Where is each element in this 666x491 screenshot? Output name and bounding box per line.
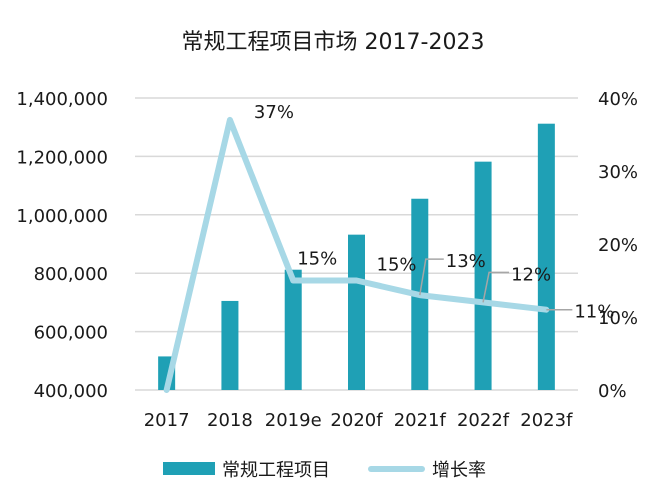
bar [537,123,555,391]
y-left-tick-label: 600,000 [34,323,108,344]
y-right-tick-label: 20% [598,235,638,256]
y-left-tick-label: 1,200,000 [16,147,108,168]
y-right-tick-label: 0% [598,381,627,402]
x-tick-label: 2021f [394,410,447,431]
data-label: 15% [377,255,417,276]
x-tick-label: 2020f [330,410,383,431]
x-tick-label: 2022f [457,410,510,431]
data-label-leader [482,271,510,303]
bar [284,269,302,390]
y-right-tick-label: 10% [598,308,638,329]
y-left-tick-label: 1,400,000 [16,89,108,110]
data-label: 11% [574,302,614,323]
bar [221,300,239,390]
data-label: 12% [511,264,551,285]
data-label: 37% [254,102,294,123]
legend-label-line: 增长率 [432,460,486,481]
x-tick-label: 2018 [207,410,253,431]
y-right-tick-label: 30% [598,162,638,183]
x-tick-label: 2019e [265,410,322,431]
data-label: 15% [297,249,337,270]
x-tick-label: 2023f [520,410,573,431]
x-tick-label: 2017 [144,410,190,431]
bar [348,234,365,390]
y-left-tick-label: 800,000 [34,264,108,285]
legend-label-bar: 常规工程项目 [222,460,330,481]
data-label-leader [419,258,444,296]
legend-swatch-bar [163,462,215,475]
bar [474,161,492,390]
chart-title: 常规工程项目市场 2017-2023 [181,30,485,55]
y-left-tick-label: 400,000 [34,381,108,402]
data-label: 13% [446,251,486,272]
y-left-tick-label: 1,000,000 [16,206,108,227]
y-right-tick-label: 40% [598,89,638,110]
